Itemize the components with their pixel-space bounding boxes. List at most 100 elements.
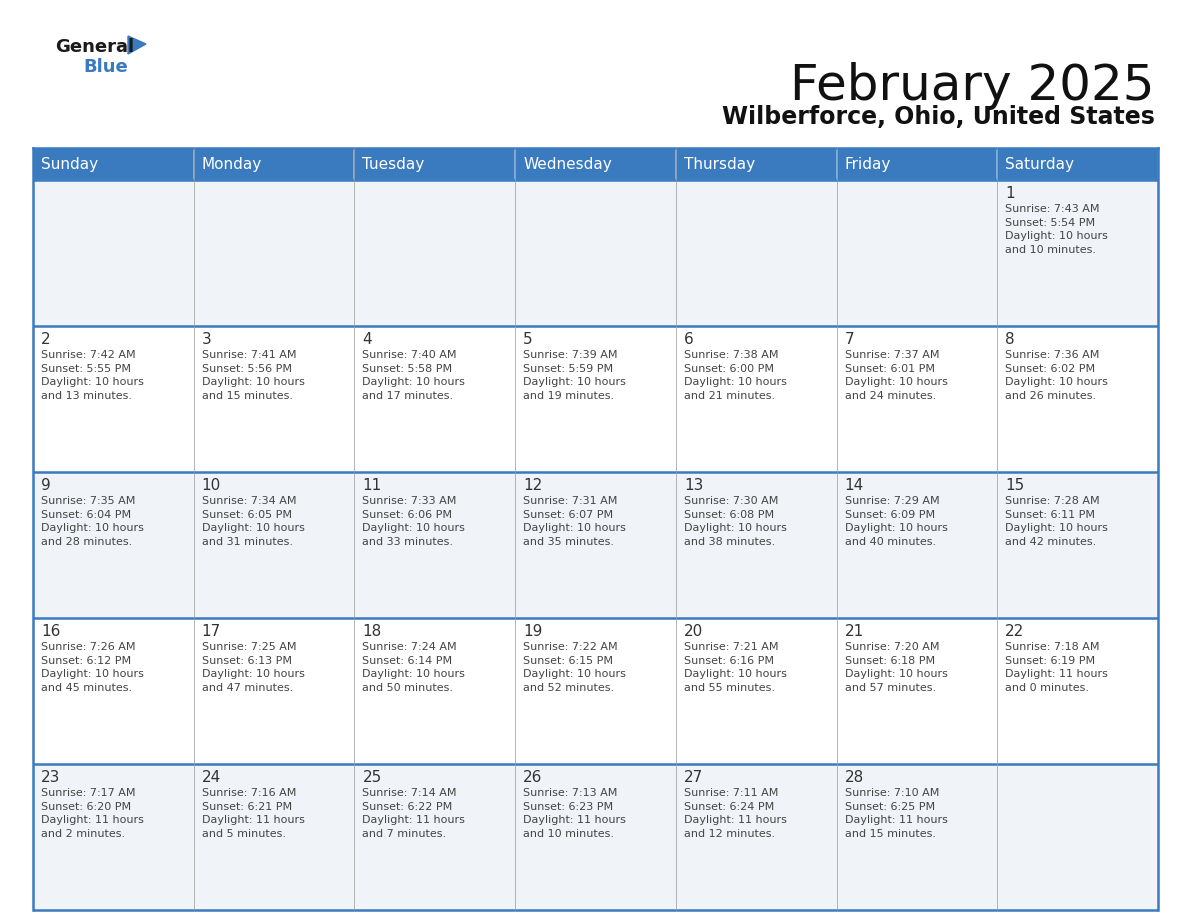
Bar — [516, 180, 676, 326]
Text: 15: 15 — [1005, 478, 1024, 493]
Text: Sunrise: 7:40 AM
Sunset: 5:58 PM
Daylight: 10 hours
and 17 minutes.: Sunrise: 7:40 AM Sunset: 5:58 PM Dayligh… — [362, 350, 466, 401]
Bar — [354, 764, 516, 910]
Text: Sunrise: 7:29 AM
Sunset: 6:09 PM
Daylight: 10 hours
and 40 minutes.: Sunrise: 7:29 AM Sunset: 6:09 PM Dayligh… — [845, 496, 948, 547]
Text: 19: 19 — [523, 624, 543, 639]
Text: 3: 3 — [202, 332, 211, 347]
Text: 22: 22 — [1005, 624, 1024, 639]
Bar — [194, 180, 354, 326]
Bar — [997, 326, 1158, 472]
Bar — [33, 472, 194, 618]
Text: Sunday: Sunday — [42, 156, 99, 172]
Bar — [194, 764, 354, 910]
Bar — [354, 326, 516, 472]
Polygon shape — [128, 36, 146, 54]
Text: Tuesday: Tuesday — [362, 156, 424, 172]
Text: Wilberforce, Ohio, United States: Wilberforce, Ohio, United States — [722, 105, 1155, 129]
Bar — [836, 326, 997, 472]
Text: Sunrise: 7:33 AM
Sunset: 6:06 PM
Daylight: 10 hours
and 33 minutes.: Sunrise: 7:33 AM Sunset: 6:06 PM Dayligh… — [362, 496, 466, 547]
Text: Sunrise: 7:22 AM
Sunset: 6:15 PM
Daylight: 10 hours
and 52 minutes.: Sunrise: 7:22 AM Sunset: 6:15 PM Dayligh… — [523, 642, 626, 693]
Bar — [33, 326, 194, 472]
Text: 9: 9 — [42, 478, 51, 493]
Text: Sunrise: 7:28 AM
Sunset: 6:11 PM
Daylight: 10 hours
and 42 minutes.: Sunrise: 7:28 AM Sunset: 6:11 PM Dayligh… — [1005, 496, 1108, 547]
Text: 14: 14 — [845, 478, 864, 493]
Text: Thursday: Thursday — [684, 156, 756, 172]
Bar — [516, 326, 676, 472]
Bar — [516, 148, 676, 180]
Text: 7: 7 — [845, 332, 854, 347]
Text: Blue: Blue — [83, 58, 128, 76]
Bar — [836, 764, 997, 910]
Text: Sunrise: 7:38 AM
Sunset: 6:00 PM
Daylight: 10 hours
and 21 minutes.: Sunrise: 7:38 AM Sunset: 6:00 PM Dayligh… — [684, 350, 786, 401]
Text: February 2025: February 2025 — [790, 62, 1155, 110]
Bar — [194, 326, 354, 472]
Bar — [676, 326, 836, 472]
Text: Friday: Friday — [845, 156, 891, 172]
Bar — [997, 472, 1158, 618]
Bar — [676, 764, 836, 910]
Text: 10: 10 — [202, 478, 221, 493]
Text: 28: 28 — [845, 770, 864, 785]
Bar — [354, 180, 516, 326]
Bar — [836, 148, 997, 180]
Text: Sunrise: 7:39 AM
Sunset: 5:59 PM
Daylight: 10 hours
and 19 minutes.: Sunrise: 7:39 AM Sunset: 5:59 PM Dayligh… — [523, 350, 626, 401]
Text: 23: 23 — [42, 770, 61, 785]
Bar — [194, 618, 354, 764]
Bar — [354, 618, 516, 764]
Text: 2: 2 — [42, 332, 51, 347]
Bar — [194, 472, 354, 618]
Bar — [836, 180, 997, 326]
Text: 12: 12 — [523, 478, 543, 493]
Bar — [354, 148, 516, 180]
Text: 24: 24 — [202, 770, 221, 785]
Bar — [836, 472, 997, 618]
Text: 1: 1 — [1005, 186, 1015, 201]
Bar — [997, 180, 1158, 326]
Text: 21: 21 — [845, 624, 864, 639]
Bar — [836, 618, 997, 764]
Bar — [997, 764, 1158, 910]
Text: Sunrise: 7:30 AM
Sunset: 6:08 PM
Daylight: 10 hours
and 38 minutes.: Sunrise: 7:30 AM Sunset: 6:08 PM Dayligh… — [684, 496, 786, 547]
Text: Wednesday: Wednesday — [523, 156, 612, 172]
Bar — [194, 148, 354, 180]
Text: Sunrise: 7:42 AM
Sunset: 5:55 PM
Daylight: 10 hours
and 13 minutes.: Sunrise: 7:42 AM Sunset: 5:55 PM Dayligh… — [42, 350, 144, 401]
Bar — [676, 180, 836, 326]
Text: Sunrise: 7:13 AM
Sunset: 6:23 PM
Daylight: 11 hours
and 10 minutes.: Sunrise: 7:13 AM Sunset: 6:23 PM Dayligh… — [523, 788, 626, 839]
Text: 4: 4 — [362, 332, 372, 347]
Text: 6: 6 — [684, 332, 694, 347]
Bar — [354, 472, 516, 618]
Text: 8: 8 — [1005, 332, 1015, 347]
Text: 25: 25 — [362, 770, 381, 785]
Text: Saturday: Saturday — [1005, 156, 1074, 172]
Text: 13: 13 — [684, 478, 703, 493]
Text: Sunrise: 7:25 AM
Sunset: 6:13 PM
Daylight: 10 hours
and 47 minutes.: Sunrise: 7:25 AM Sunset: 6:13 PM Dayligh… — [202, 642, 304, 693]
Text: Sunrise: 7:31 AM
Sunset: 6:07 PM
Daylight: 10 hours
and 35 minutes.: Sunrise: 7:31 AM Sunset: 6:07 PM Dayligh… — [523, 496, 626, 547]
Text: Sunrise: 7:10 AM
Sunset: 6:25 PM
Daylight: 11 hours
and 15 minutes.: Sunrise: 7:10 AM Sunset: 6:25 PM Dayligh… — [845, 788, 948, 839]
Bar — [33, 618, 194, 764]
Bar — [33, 180, 194, 326]
Text: Sunrise: 7:35 AM
Sunset: 6:04 PM
Daylight: 10 hours
and 28 minutes.: Sunrise: 7:35 AM Sunset: 6:04 PM Dayligh… — [42, 496, 144, 547]
Text: Sunrise: 7:16 AM
Sunset: 6:21 PM
Daylight: 11 hours
and 5 minutes.: Sunrise: 7:16 AM Sunset: 6:21 PM Dayligh… — [202, 788, 304, 839]
Text: Monday: Monday — [202, 156, 263, 172]
Bar — [997, 148, 1158, 180]
Text: Sunrise: 7:26 AM
Sunset: 6:12 PM
Daylight: 10 hours
and 45 minutes.: Sunrise: 7:26 AM Sunset: 6:12 PM Dayligh… — [42, 642, 144, 693]
Text: 20: 20 — [684, 624, 703, 639]
Bar — [997, 618, 1158, 764]
Text: 16: 16 — [42, 624, 61, 639]
Text: Sunrise: 7:11 AM
Sunset: 6:24 PM
Daylight: 11 hours
and 12 minutes.: Sunrise: 7:11 AM Sunset: 6:24 PM Dayligh… — [684, 788, 786, 839]
Bar — [516, 764, 676, 910]
Bar — [516, 472, 676, 618]
Text: 5: 5 — [523, 332, 532, 347]
Text: 11: 11 — [362, 478, 381, 493]
Bar — [33, 764, 194, 910]
Text: Sunrise: 7:20 AM
Sunset: 6:18 PM
Daylight: 10 hours
and 57 minutes.: Sunrise: 7:20 AM Sunset: 6:18 PM Dayligh… — [845, 642, 948, 693]
Bar — [516, 618, 676, 764]
Text: 26: 26 — [523, 770, 543, 785]
Text: Sunrise: 7:24 AM
Sunset: 6:14 PM
Daylight: 10 hours
and 50 minutes.: Sunrise: 7:24 AM Sunset: 6:14 PM Dayligh… — [362, 642, 466, 693]
Text: Sunrise: 7:36 AM
Sunset: 6:02 PM
Daylight: 10 hours
and 26 minutes.: Sunrise: 7:36 AM Sunset: 6:02 PM Dayligh… — [1005, 350, 1108, 401]
Bar — [676, 148, 836, 180]
Text: 18: 18 — [362, 624, 381, 639]
Text: Sunrise: 7:43 AM
Sunset: 5:54 PM
Daylight: 10 hours
and 10 minutes.: Sunrise: 7:43 AM Sunset: 5:54 PM Dayligh… — [1005, 204, 1108, 255]
Text: Sunrise: 7:37 AM
Sunset: 6:01 PM
Daylight: 10 hours
and 24 minutes.: Sunrise: 7:37 AM Sunset: 6:01 PM Dayligh… — [845, 350, 948, 401]
Text: Sunrise: 7:34 AM
Sunset: 6:05 PM
Daylight: 10 hours
and 31 minutes.: Sunrise: 7:34 AM Sunset: 6:05 PM Dayligh… — [202, 496, 304, 547]
Text: Sunrise: 7:18 AM
Sunset: 6:19 PM
Daylight: 11 hours
and 0 minutes.: Sunrise: 7:18 AM Sunset: 6:19 PM Dayligh… — [1005, 642, 1108, 693]
